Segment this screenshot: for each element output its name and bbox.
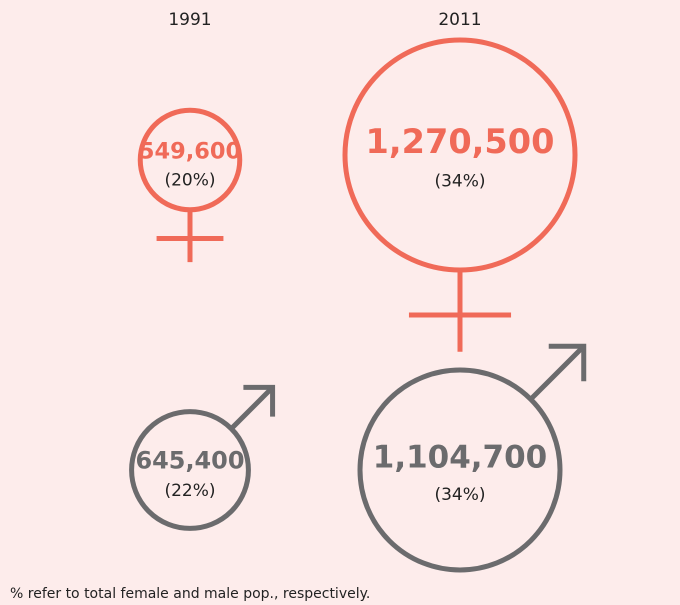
male-circle (357, 367, 563, 573)
value-label: 1,270,500 (366, 122, 555, 161)
value-label: 549,600 (139, 139, 241, 165)
male-arrow-shaft (229, 385, 275, 431)
male-arrow-head (243, 384, 276, 417)
share-label: (22%) (164, 481, 215, 501)
value-label: 645,400 (136, 447, 245, 475)
footnote: % refer to total female and male pop., r… (10, 586, 370, 602)
year-label: 2011 (438, 10, 481, 30)
share-label: (34%) (434, 485, 485, 505)
share-label: (20%) (164, 170, 215, 190)
value-label: 1,104,700 (373, 440, 547, 476)
share-label: (34%) (434, 171, 485, 191)
male-arrow-shaft (528, 344, 586, 402)
male-circle (129, 409, 251, 531)
year-label: 1991 (168, 10, 211, 30)
male-arrow-head (548, 343, 587, 382)
